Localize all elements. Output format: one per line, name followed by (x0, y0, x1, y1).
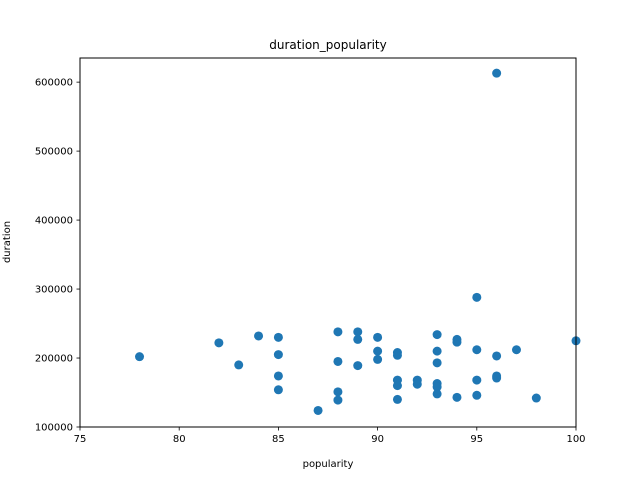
data-point-27 (432, 330, 442, 340)
data-points (135, 68, 581, 415)
data-point-38 (472, 375, 482, 385)
data-point-43 (492, 373, 502, 383)
data-point-2 (214, 338, 224, 348)
y-tick-label-6: 600000 (35, 78, 73, 89)
y-tick-label-2: 200000 (35, 354, 73, 365)
data-point-5 (273, 332, 283, 342)
data-point-6 (273, 350, 283, 360)
data-point-29 (432, 358, 442, 368)
data-point-1 (135, 352, 145, 362)
data-point-14 (353, 327, 363, 337)
data-point-13 (333, 395, 343, 405)
data-point-40 (492, 68, 502, 78)
x-tick-label-3: 85 (272, 434, 285, 445)
data-point-21 (392, 350, 402, 360)
data-point-8 (273, 385, 283, 395)
data-point-24 (392, 394, 402, 404)
data-point-28 (432, 346, 442, 356)
data-point-23 (392, 381, 402, 391)
x-tick-label-2: 80 (173, 434, 186, 445)
y-tick-label-1: 100000 (35, 423, 73, 434)
x-axis-label: popularity (303, 459, 354, 470)
data-point-15 (353, 334, 363, 344)
data-point-7 (273, 371, 283, 381)
data-point-17 (373, 332, 383, 342)
data-point-19 (373, 354, 383, 364)
chart-title: duration_popularity (269, 38, 386, 52)
data-point-11 (333, 356, 343, 366)
x-tick-label-5: 95 (470, 434, 483, 445)
data-point-12 (333, 387, 343, 397)
axis-ticks: 75 80 85 90 95 100 100000 200000 300000 400000 500… (35, 78, 586, 445)
y-axis-label: duration (2, 221, 13, 263)
x-tick-label-1: 75 (74, 434, 87, 445)
data-point-39 (472, 390, 482, 400)
data-point-31 (432, 382, 442, 392)
y-tick-label-4: 400000 (35, 216, 73, 227)
data-point-44 (511, 345, 521, 355)
data-point-32 (432, 389, 442, 399)
data-point-4 (254, 331, 264, 341)
data-point-37 (472, 345, 482, 355)
data-point-35 (452, 392, 462, 402)
data-point-45 (531, 393, 541, 403)
data-point-26 (412, 379, 422, 389)
x-tick-label-6: 100 (566, 434, 585, 445)
data-point-3 (234, 360, 244, 370)
data-point-41 (492, 351, 502, 361)
data-point-36 (472, 292, 482, 302)
data-point-34 (452, 337, 462, 347)
y-tick-label-5: 500000 (35, 147, 73, 158)
data-point-18 (373, 346, 383, 356)
data-point-9 (313, 405, 323, 415)
y-tick-label-3: 300000 (35, 285, 73, 296)
x-tick-label-4: 90 (371, 434, 384, 445)
data-point-10 (333, 327, 343, 337)
data-point-16 (353, 361, 363, 371)
plot-frame (79, 57, 577, 428)
